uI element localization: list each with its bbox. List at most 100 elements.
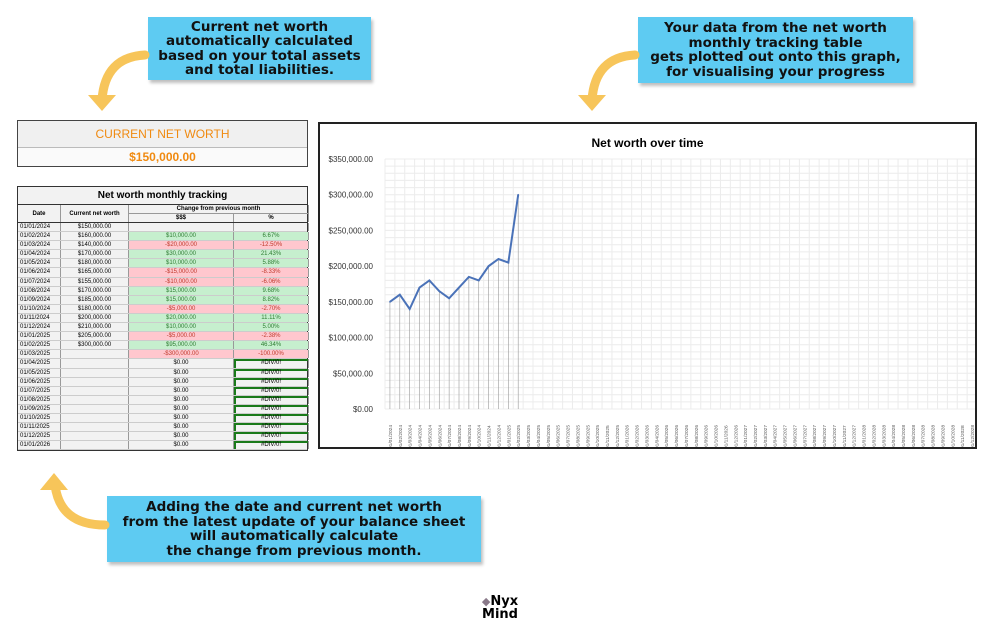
date-cell[interactable]: 01/12/2024 bbox=[18, 323, 61, 332]
net-worth-cell[interactable]: $180,000.00 bbox=[61, 259, 129, 268]
change-percent-cell[interactable]: #DIV/0! bbox=[234, 359, 309, 368]
net-worth-cell[interactable]: $140,000.00 bbox=[61, 241, 129, 250]
change-dollars-cell[interactable]: $0.00 bbox=[129, 359, 234, 368]
net-worth-cell[interactable] bbox=[61, 350, 129, 359]
change-dollars-cell[interactable]: -$15,000.00 bbox=[129, 268, 234, 277]
change-percent-cell[interactable]: 5.00% bbox=[234, 323, 309, 332]
net-worth-cell[interactable] bbox=[61, 413, 129, 423]
date-cell[interactable]: 01/10/2024 bbox=[18, 304, 61, 313]
change-dollars-cell[interactable]: $0.00 bbox=[129, 404, 234, 413]
change-percent-cell[interactable]: #DIV/0! bbox=[234, 404, 309, 413]
net-worth-cell[interactable] bbox=[61, 377, 129, 386]
change-percent-cell[interactable]: 8.82% bbox=[234, 295, 309, 304]
net-worth-cell[interactable]: $200,000.00 bbox=[61, 313, 129, 323]
date-cell[interactable]: 01/02/2025 bbox=[18, 341, 61, 350]
change-dollars-cell[interactable]: -$20,000.00 bbox=[129, 241, 234, 250]
change-dollars-cell[interactable]: $0.00 bbox=[129, 432, 234, 441]
change-percent-cell[interactable]: -8.33% bbox=[234, 268, 309, 277]
change-percent-cell[interactable]: 46.34% bbox=[234, 341, 309, 350]
change-percent-cell[interactable] bbox=[234, 223, 309, 232]
change-percent-cell[interactable]: 9.68% bbox=[234, 286, 309, 295]
date-cell[interactable]: 01/05/2025 bbox=[18, 368, 61, 377]
date-cell[interactable]: 01/11/2025 bbox=[18, 423, 61, 432]
net-worth-cell[interactable]: $300,000.00 bbox=[61, 341, 129, 350]
change-dollars-cell[interactable]: $0.00 bbox=[129, 386, 234, 395]
net-worth-cell[interactable] bbox=[61, 432, 129, 441]
net-worth-cell[interactable]: $205,000.00 bbox=[61, 332, 129, 341]
date-cell[interactable]: 01/11/2024 bbox=[18, 313, 61, 323]
net-worth-cell[interactable] bbox=[61, 368, 129, 377]
change-dollars-cell[interactable]: $95,000.00 bbox=[129, 341, 234, 350]
date-cell[interactable]: 01/04/2024 bbox=[18, 250, 61, 259]
change-dollars-cell[interactable]: -$300,000.00 bbox=[129, 350, 234, 359]
change-dollars-cell[interactable]: $20,000.00 bbox=[129, 313, 234, 323]
change-dollars-cell[interactable]: $30,000.00 bbox=[129, 250, 234, 259]
change-percent-cell[interactable]: 5.88% bbox=[234, 259, 309, 268]
change-dollars-cell[interactable]: -$10,000.00 bbox=[129, 277, 234, 286]
net-worth-cell[interactable]: $150,000.00 bbox=[61, 223, 129, 232]
change-percent-cell[interactable]: -2.38% bbox=[234, 332, 309, 341]
change-percent-cell[interactable]: #DIV/0! bbox=[234, 432, 309, 441]
change-percent-cell[interactable]: #DIV/0! bbox=[234, 441, 309, 450]
date-cell[interactable]: 01/04/2025 bbox=[18, 359, 61, 368]
date-cell[interactable]: 01/01/2025 bbox=[18, 332, 61, 341]
net-worth-cell[interactable]: $165,000.00 bbox=[61, 268, 129, 277]
change-percent-cell[interactable]: #DIV/0! bbox=[234, 377, 309, 386]
change-dollars-cell[interactable]: -$5,000.00 bbox=[129, 332, 234, 341]
change-dollars-cell[interactable]: $15,000.00 bbox=[129, 286, 234, 295]
net-worth-cell[interactable] bbox=[61, 404, 129, 413]
change-dollars-cell[interactable]: $10,000.00 bbox=[129, 259, 234, 268]
date-cell[interactable]: 01/01/2024 bbox=[18, 223, 61, 232]
change-percent-cell[interactable]: -12.50% bbox=[234, 241, 309, 250]
net-worth-cell[interactable]: $170,000.00 bbox=[61, 250, 129, 259]
change-dollars-cell[interactable]: $0.00 bbox=[129, 368, 234, 377]
change-percent-cell[interactable]: #DIV/0! bbox=[234, 368, 309, 377]
change-dollars-cell[interactable] bbox=[129, 223, 234, 232]
date-cell[interactable]: 01/12/2025 bbox=[18, 432, 61, 441]
date-cell[interactable]: 01/07/2025 bbox=[18, 386, 61, 395]
change-percent-cell[interactable]: #DIV/0! bbox=[234, 386, 309, 395]
net-worth-cell[interactable] bbox=[61, 423, 129, 432]
change-dollars-cell[interactable]: $10,000.00 bbox=[129, 323, 234, 332]
net-worth-cell[interactable] bbox=[61, 395, 129, 404]
change-percent-cell[interactable]: #DIV/0! bbox=[234, 423, 309, 432]
change-percent-cell[interactable]: #DIV/0! bbox=[234, 395, 309, 404]
change-dollars-cell[interactable]: $0.00 bbox=[129, 423, 234, 432]
date-cell[interactable]: 01/01/2026 bbox=[18, 441, 61, 450]
change-dollars-cell[interactable]: $0.00 bbox=[129, 441, 234, 450]
date-cell[interactable]: 01/09/2024 bbox=[18, 295, 61, 304]
net-worth-cell[interactable]: $155,000.00 bbox=[61, 277, 129, 286]
date-cell[interactable]: 01/06/2025 bbox=[18, 377, 61, 386]
change-dollars-cell[interactable]: $15,000.00 bbox=[129, 295, 234, 304]
change-percent-cell[interactable]: #DIV/0! bbox=[234, 413, 309, 423]
change-percent-cell[interactable]: -6.06% bbox=[234, 277, 309, 286]
change-percent-cell[interactable]: 21.43% bbox=[234, 250, 309, 259]
date-cell[interactable]: 01/07/2024 bbox=[18, 277, 61, 286]
change-percent-cell[interactable]: -2.70% bbox=[234, 304, 309, 313]
change-dollars-cell[interactable]: $0.00 bbox=[129, 377, 234, 386]
net-worth-cell[interactable]: $210,000.00 bbox=[61, 323, 129, 332]
change-dollars-cell[interactable]: $0.00 bbox=[129, 395, 234, 404]
change-dollars-cell[interactable]: -$5,000.00 bbox=[129, 304, 234, 313]
date-cell[interactable]: 01/10/2025 bbox=[18, 413, 61, 423]
date-cell[interactable]: 01/09/2025 bbox=[18, 404, 61, 413]
change-percent-cell[interactable]: -100.00% bbox=[234, 350, 309, 359]
net-worth-cell[interactable] bbox=[61, 386, 129, 395]
net-worth-cell[interactable]: $170,000.00 bbox=[61, 286, 129, 295]
date-cell[interactable]: 01/03/2024 bbox=[18, 241, 61, 250]
net-worth-chart[interactable]: Net worth over time $0.00 $50,000.00 $100,… bbox=[318, 122, 977, 449]
change-percent-cell[interactable]: 6.67% bbox=[234, 232, 309, 241]
net-worth-cell[interactable] bbox=[61, 441, 129, 450]
net-worth-cell[interactable]: $185,000.00 bbox=[61, 295, 129, 304]
change-percent-cell[interactable]: 11.11% bbox=[234, 313, 309, 323]
date-cell[interactable]: 01/08/2024 bbox=[18, 286, 61, 295]
change-dollars-cell[interactable]: $0.00 bbox=[129, 413, 234, 423]
net-worth-cell[interactable]: $160,000.00 bbox=[61, 232, 129, 241]
date-cell[interactable]: 01/05/2024 bbox=[18, 259, 61, 268]
change-dollars-cell[interactable]: $10,000.00 bbox=[129, 232, 234, 241]
date-cell[interactable]: 01/06/2024 bbox=[18, 268, 61, 277]
date-cell[interactable]: 01/02/2024 bbox=[18, 232, 61, 241]
net-worth-cell[interactable] bbox=[61, 359, 129, 368]
date-cell[interactable]: 01/03/2025 bbox=[18, 350, 61, 359]
date-cell[interactable]: 01/08/2025 bbox=[18, 395, 61, 404]
